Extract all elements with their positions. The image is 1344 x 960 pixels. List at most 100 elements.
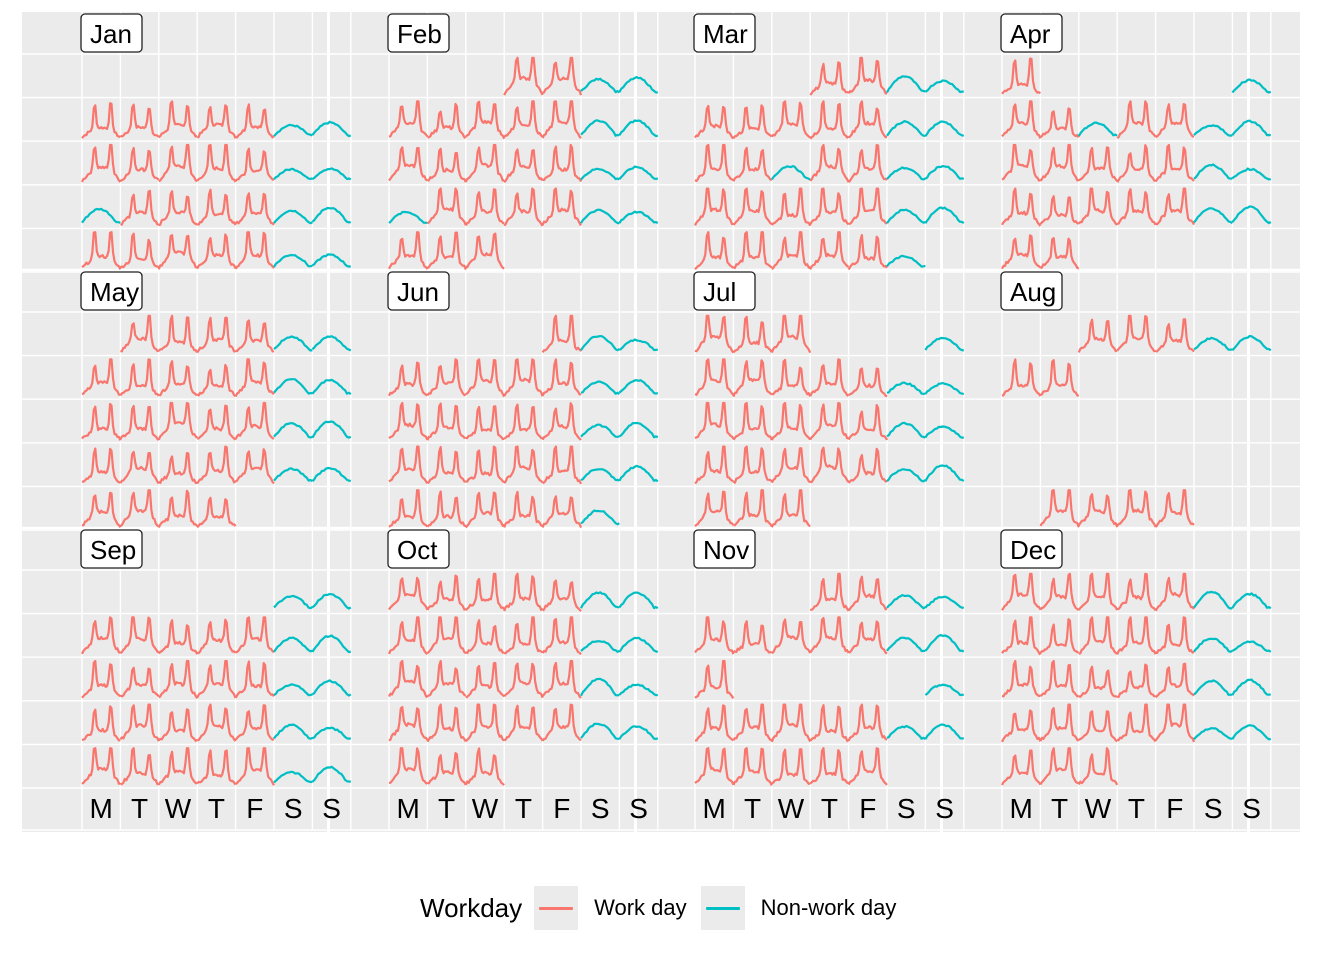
work-day-line: [503, 662, 544, 699]
non-work-day-line: [580, 722, 620, 740]
work-day-line: [1039, 572, 1080, 612]
legend-label-work-day: Work day: [594, 895, 687, 920]
weekday-label: M: [90, 793, 113, 824]
work-day-line: [234, 358, 275, 398]
work-day-line: [1001, 57, 1042, 95]
work-day-line: [504, 616, 544, 655]
work-day-line: [732, 401, 773, 441]
work-day-line: [694, 747, 735, 786]
work-day-line: [426, 703, 467, 743]
work-day-line: [1154, 662, 1195, 699]
facet-jul: [694, 314, 965, 528]
work-day-line: [541, 402, 582, 441]
facet-label-text: Dec: [1010, 535, 1056, 565]
work-day-line: [503, 572, 544, 612]
non-work-day-line: [311, 206, 351, 224]
non-work-day-line: [1231, 592, 1272, 610]
work-day-line: [694, 490, 735, 528]
work-day-line: [770, 489, 811, 528]
work-day-line: [847, 447, 888, 484]
work-day-line: [1154, 703, 1196, 743]
non-work-day-line: [580, 640, 620, 653]
non-work-day-line: [618, 379, 659, 395]
non-work-day-line: [273, 636, 313, 653]
weekday-label: S: [284, 793, 303, 824]
work-day-line: [1040, 359, 1080, 397]
work-day-line: [809, 704, 850, 743]
work-day-line: [1039, 107, 1080, 139]
facet-mar: [694, 56, 965, 271]
work-day-line: [158, 452, 198, 484]
work-day-line: [542, 56, 583, 96]
non-work-day-line: [1231, 78, 1272, 94]
work-day-line: [770, 314, 812, 354]
work-day-line: [541, 616, 582, 656]
non-work-day-line: [924, 425, 964, 439]
work-day-line: [1116, 144, 1157, 183]
work-day-line: [732, 104, 773, 139]
work-day-line: [541, 187, 582, 227]
work-day-line: [809, 61, 849, 96]
work-day-line: [809, 572, 850, 612]
work-day-line: [770, 100, 811, 139]
non-work-day-line: [1193, 727, 1233, 741]
facet-label-jan: Jan: [80, 13, 143, 53]
work-day-line: [1078, 146, 1119, 182]
non-work-day-line: [618, 683, 658, 697]
non-work-day-line: [580, 77, 621, 94]
non-work-day-line: [273, 378, 313, 395]
weekday-label: M: [1010, 793, 1033, 824]
work-day-line: [157, 314, 199, 354]
legend-key-work-day: [534, 886, 579, 930]
work-day-line: [388, 231, 429, 270]
work-day-line: [541, 100, 582, 140]
work-day-line: [694, 187, 734, 226]
work-day-line: [1001, 659, 1041, 698]
facet-label-text: Aug: [1010, 277, 1056, 307]
non-work-day-line: [924, 79, 964, 94]
work-day-line: [732, 445, 773, 484]
work-day-line: [1077, 318, 1118, 353]
non-work-day-line: [1231, 334, 1272, 352]
work-day-line: [234, 401, 275, 440]
work-day-line: [1039, 489, 1080, 528]
panel-background: [22, 12, 1300, 832]
work-day-line: [1001, 709, 1042, 743]
work-day-line: [1116, 703, 1157, 743]
weekday-label: S: [897, 793, 916, 824]
work-day-line: [809, 616, 850, 654]
non-work-day-line: [886, 381, 926, 395]
work-day-line: [120, 189, 160, 226]
legend: Workday Work day Non-work day: [420, 884, 910, 932]
work-day-line: [847, 575, 888, 612]
non-work-day-line: [388, 210, 428, 224]
weekday-label: W: [1085, 793, 1112, 824]
work-day-line: [1077, 493, 1119, 528]
non-work-day-line: [580, 468, 620, 482]
work-day-line: [770, 447, 811, 484]
work-day-line: [119, 450, 160, 485]
non-work-day-line: [273, 467, 313, 483]
work-day-line: [770, 703, 812, 743]
non-work-day-line: [311, 253, 351, 268]
facet-label-text: Feb: [397, 19, 442, 49]
work-day-line: [503, 56, 544, 96]
facet-label-text: May: [90, 277, 139, 307]
work-day-line: [234, 147, 275, 182]
non-work-day-line: [1193, 679, 1233, 696]
work-day-line: [388, 146, 428, 182]
work-day-line: [196, 659, 237, 699]
work-day-line: [426, 187, 467, 226]
non-work-day-line: [1193, 336, 1233, 351]
non-work-day-line: [924, 634, 965, 653]
work-day-line: [120, 314, 159, 353]
facet-label-box: [1000, 13, 1063, 53]
weekday-label: S: [1204, 793, 1223, 824]
non-work-day-line: [1231, 205, 1272, 225]
facet-label-mar: Mar: [693, 13, 756, 53]
legend-key-non-work-day: [700, 886, 745, 930]
work-day-line: [541, 495, 583, 528]
non-work-day-line: [924, 120, 965, 137]
non-work-day-line: [886, 120, 926, 137]
